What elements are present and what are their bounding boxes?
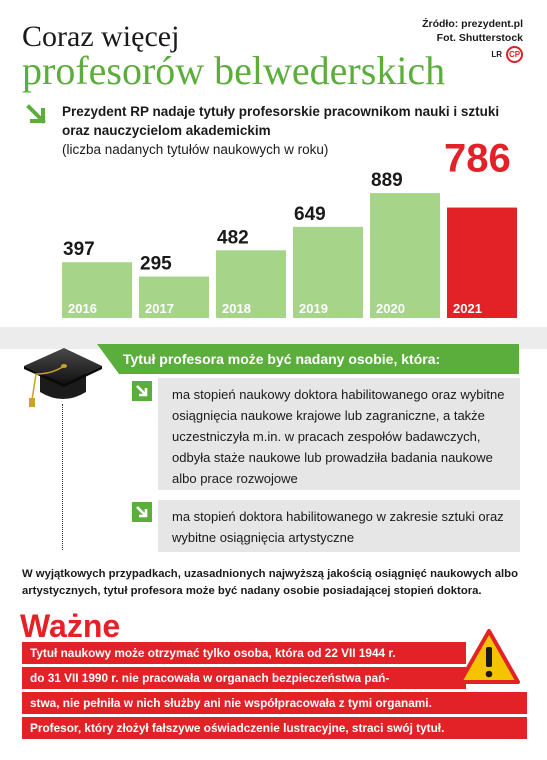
condition-item: ma stopień naukowy doktora habilitowaneg…	[158, 378, 520, 490]
title-line-2: profesorów belwederskich	[22, 48, 446, 93]
author-initials: LR	[491, 50, 502, 59]
conditions-heading: Tytuł profesora może być nadany osobie, …	[97, 344, 519, 374]
x-tick-label: 2019	[299, 301, 328, 316]
x-tick-label: 2016	[68, 301, 97, 316]
bar-2020	[370, 193, 440, 318]
divider-band	[0, 327, 547, 349]
condition-item: ma stopień doktora habilitowanego w zakr…	[158, 500, 520, 552]
important-line: Tytuł naukowy może otrzymać tylko osoba,…	[22, 642, 466, 664]
x-tick-label: 2021	[453, 301, 482, 316]
graduation-cap-icon	[24, 348, 102, 407]
publisher-logo: CP	[506, 46, 523, 63]
arrow-down-right-icon	[26, 104, 46, 124]
author-logo: LR CP	[491, 46, 523, 63]
important-line: stwa, nie pełniła w nich służby ani nie …	[22, 692, 527, 714]
arrow-down-right-icon	[132, 381, 152, 401]
important-line: do 31 VII 1990 r. nie pracowała w organa…	[22, 667, 466, 689]
source-text: Źródło: prezydent.pl	[422, 18, 523, 30]
value-label-2017: 295	[140, 254, 172, 275]
important-line: Profesor, który złożył fałszywe oświadcz…	[22, 717, 527, 739]
x-tick-label: 2018	[222, 301, 251, 316]
bar-chart: 2016 397 2017 295 2018 482 2019 649 2020 889 2021 7…	[62, 137, 517, 318]
tassel-dotted-line	[62, 404, 63, 550]
bar-2021	[447, 207, 517, 318]
photo-credit: Fot. Shutterstock	[436, 31, 523, 44]
source-credit: Źródło: prezydent.pl Fot. Shutterstock	[422, 18, 523, 45]
value-label-2018: 482	[217, 227, 249, 248]
title-line-1: Coraz więcej	[22, 20, 180, 53]
bar-2016	[62, 262, 132, 318]
bar-2018	[216, 250, 286, 318]
arrow-down-right-icon	[132, 502, 152, 522]
bar-2017	[139, 276, 209, 318]
intro-subtext: (liczba nadanych tytułów naukowych w rok…	[62, 142, 329, 157]
value-label-2019: 649	[294, 204, 326, 225]
x-tick-label: 2017	[145, 301, 174, 316]
intro-text: Prezydent RP nadaje tytuły profesorskie …	[62, 104, 500, 138]
bar-2019	[293, 226, 363, 318]
exception-note: W wyjątkowych przypadkach, uzasadnionych…	[22, 568, 518, 597]
warning-icon	[458, 629, 520, 684]
important-heading: Ważne	[20, 608, 121, 644]
value-label-2016: 397	[63, 239, 95, 260]
value-label-2021: 786	[444, 137, 511, 181]
value-label-2020: 889	[371, 170, 403, 191]
x-tick-label: 2020	[376, 301, 405, 316]
